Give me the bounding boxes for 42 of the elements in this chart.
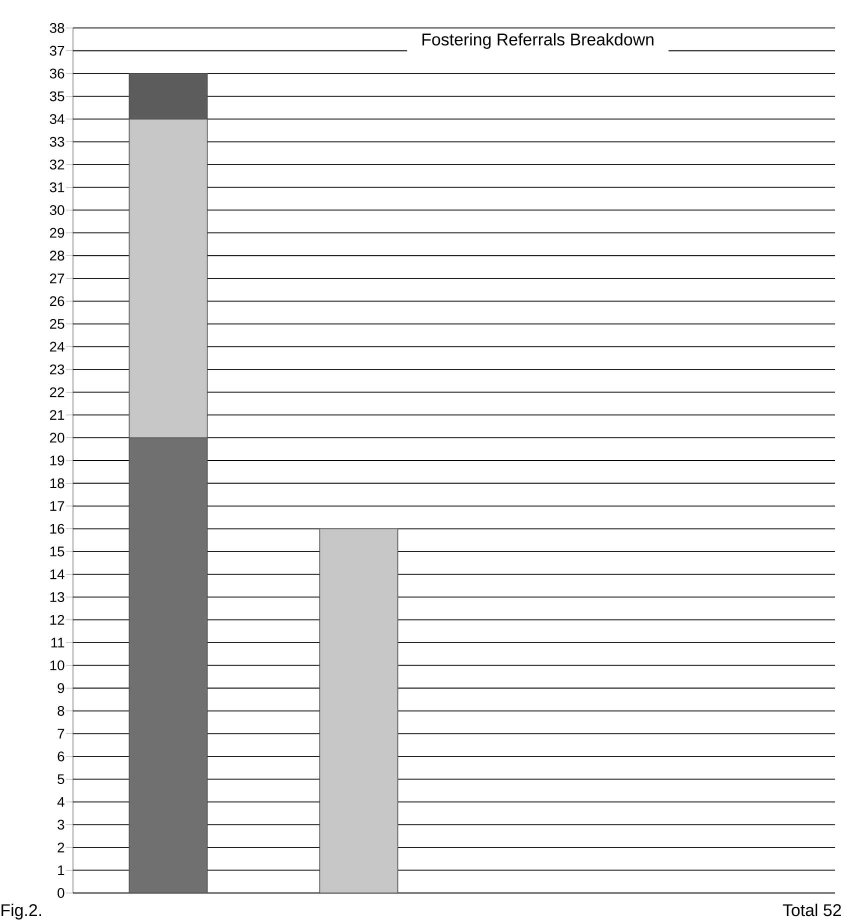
y-tick-label: 12 [50, 614, 64, 625]
caption: Fig.2. [2, 904, 42, 920]
y-tick-label: 24 [50, 342, 64, 352]
y-tick-label: 27 [50, 274, 64, 284]
y-tick-label: 20 [50, 432, 64, 443]
y-tick-label: 5 [58, 774, 64, 784]
y-tick-label: 23 [50, 364, 64, 374]
y-tick-label: 35 [50, 91, 64, 102]
y-tick-label: 33 [50, 136, 64, 147]
y-tick-label: 28 [50, 250, 64, 261]
y-tick-label: 34 [50, 114, 64, 124]
y-tick-label: 11 [51, 638, 64, 648]
y-tick-label: 6 [58, 751, 64, 762]
y-tick-label: 9 [58, 683, 64, 694]
y-tick-label: 16 [50, 524, 64, 534]
y-tick-label: 3 [58, 820, 64, 830]
y-tick-label: 18 [50, 478, 64, 488]
y-tick-label: 36 [50, 68, 64, 78]
y-tick-label: 1 [58, 865, 64, 876]
y-tick-label: 25 [50, 318, 64, 329]
y-tick-label: 19 [50, 456, 64, 466]
text: Total 52 [782, 904, 841, 916]
y-tick-label: 4 [57, 797, 64, 807]
y-tick-label: 10 [50, 660, 64, 670]
y-tick-label: 29 [50, 228, 64, 238]
y-tick-label: 15 [50, 546, 64, 556]
y-tick-label: 37 [50, 46, 64, 56]
y-tick-label: 30 [50, 205, 64, 216]
y-tick-label: 2 [58, 842, 64, 852]
y-tick-label: 0 [58, 888, 64, 898]
y-tick-label: 31 [50, 182, 64, 192]
y-tick-label: 26 [50, 296, 64, 306]
y-tick-label: 22 [50, 387, 64, 398]
y-tick-label: 21 [50, 410, 64, 420]
chart-title: Fostering Referrals Breakdown [422, 33, 654, 49]
y-tick-label: 13 [50, 592, 64, 602]
y-tick-label: 7 [58, 728, 64, 738]
y-tick-label: 17 [50, 501, 64, 511]
y-tick-label: 14 [50, 570, 64, 580]
y-tick-label: 8 [58, 706, 64, 716]
y-tick-label: 38 [50, 23, 64, 33]
y-tick-label: 32 [50, 160, 64, 170]
